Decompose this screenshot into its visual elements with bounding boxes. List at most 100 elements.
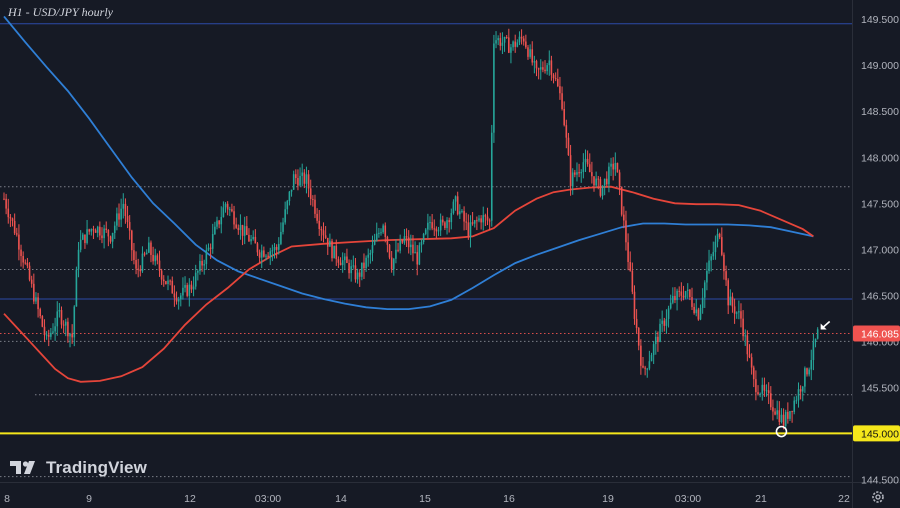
candle-body [329, 240, 331, 247]
candle-body [667, 308, 670, 319]
candle-body [205, 250, 208, 265]
candle-body [382, 225, 384, 233]
candle-body [520, 36, 523, 39]
candle-body [11, 218, 14, 221]
candle-body [113, 225, 116, 234]
candle-body [250, 239, 252, 242]
candle-body [616, 162, 619, 173]
candle-body [354, 265, 357, 280]
candle-body [433, 228, 436, 230]
moving-average-blue-line [3, 15, 814, 311]
candle-body [522, 38, 525, 42]
candle-body [514, 41, 516, 47]
candle-body [94, 230, 97, 233]
candle-body [582, 162, 585, 173]
candle-body [118, 213, 120, 220]
candle-body [131, 230, 133, 251]
candle-body [780, 414, 783, 422]
candle-body [337, 259, 340, 263]
candle-body [216, 220, 218, 227]
candle-body [539, 67, 542, 70]
candle-body [120, 208, 122, 220]
candle-body [486, 216, 489, 221]
candle-body [103, 228, 105, 239]
candle-body [439, 219, 442, 231]
candle-body [586, 158, 589, 165]
moving-average-red-line [3, 185, 814, 383]
candle-body [748, 354, 751, 358]
candle-body [15, 233, 18, 235]
candle-body [563, 108, 565, 126]
candle-body [309, 188, 312, 199]
candle-body [518, 36, 521, 43]
candle-body [601, 185, 604, 196]
candle-body [228, 209, 231, 211]
candle-body [299, 175, 301, 186]
candle-body [727, 280, 729, 306]
candle-body [554, 78, 557, 80]
candle-body [663, 320, 666, 326]
candle-body [333, 245, 335, 259]
candle-body [162, 279, 165, 282]
gear-icon[interactable] [871, 490, 885, 504]
candle-body [512, 41, 514, 48]
candle-body [101, 235, 103, 239]
candle-body [214, 226, 216, 235]
candle-body [96, 226, 99, 233]
candle-body [584, 158, 587, 163]
candle-body [812, 341, 815, 361]
candle-body [712, 252, 715, 257]
y-tick-label: 148.000 [861, 152, 899, 164]
candle-body [99, 226, 101, 236]
candle-body [390, 257, 393, 270]
candle-body [79, 239, 82, 250]
candle-body [248, 234, 250, 242]
candle-body [495, 40, 497, 44]
candle-body [39, 309, 42, 317]
candle-body [407, 237, 410, 248]
candle-body [197, 271, 199, 273]
candle-body [631, 270, 634, 292]
candle-body [399, 240, 401, 251]
candle-body [765, 390, 768, 392]
candle-body [292, 174, 295, 190]
candle-body [71, 333, 73, 338]
candle-body [69, 333, 71, 337]
candle-body [746, 335, 749, 355]
candle-body [111, 233, 114, 242]
candle-body [561, 93, 563, 109]
candle-body [58, 310, 61, 312]
candle-body [179, 295, 182, 300]
moving-averages-layer [3, 15, 814, 383]
candle-body [721, 237, 723, 255]
candle-body [35, 297, 37, 302]
candle-body [135, 259, 137, 269]
x-tick-label: 14 [335, 493, 347, 505]
candle-body [158, 260, 161, 271]
candle-body [126, 216, 129, 223]
candle-body [356, 272, 359, 280]
candle-body [73, 306, 76, 338]
candle-body [772, 407, 774, 412]
candle-body [782, 414, 785, 426]
candle-body [546, 65, 548, 72]
candle-body [369, 252, 372, 255]
candle-body [697, 309, 700, 320]
candle-body [652, 344, 655, 356]
candle-body [682, 295, 685, 298]
candle-body [599, 179, 602, 196]
candle-body [620, 186, 623, 215]
candle-body [143, 253, 146, 255]
candle-body [542, 67, 544, 70]
candle-body [729, 296, 732, 306]
candle-body [752, 367, 755, 380]
candle-body [414, 252, 416, 254]
candle-body [352, 265, 355, 267]
candle-body [761, 384, 764, 394]
candle-body [441, 219, 444, 223]
candle-body [763, 384, 766, 391]
candle-body [316, 213, 318, 221]
candle-body [571, 172, 574, 187]
